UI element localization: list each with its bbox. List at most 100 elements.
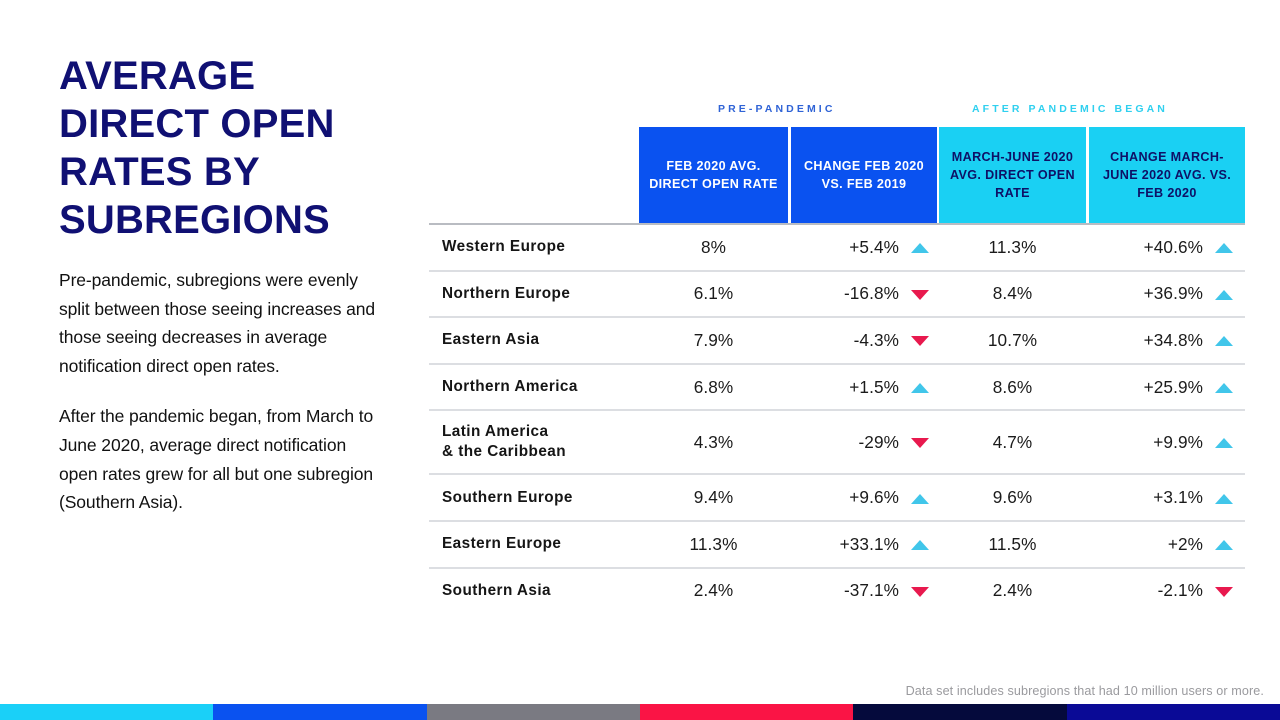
bar-segment-1 xyxy=(0,704,214,720)
row-label-line1: Eastern Europe xyxy=(442,535,562,553)
footnote: Data set includes subregions that had 10… xyxy=(905,684,1264,698)
cell-march-june-rate: 11.5% xyxy=(988,533,1037,554)
trend-down-icon xyxy=(911,336,929,347)
cell-change-feb: +9.6% xyxy=(791,475,937,520)
row-divider xyxy=(429,566,1245,569)
bar-segment-6 xyxy=(1066,704,1280,720)
trend-down-icon xyxy=(911,438,929,449)
cell-march-june-rate: 9.6% xyxy=(992,487,1033,508)
row-label-line1: Western Europe xyxy=(442,238,566,256)
row-label: Western Europe xyxy=(442,225,642,270)
row-label: Southern Asia xyxy=(442,569,642,614)
row-label-line1: Southern Asia xyxy=(442,581,551,599)
cell-change-feb: +1.5% xyxy=(791,365,937,410)
paragraph-2: After the pandemic began, from March to … xyxy=(59,406,374,513)
row-label: Northern Europe xyxy=(442,272,642,317)
cell-march-june-rate: 10.7% xyxy=(987,329,1038,350)
cell-change-march-value: +2% xyxy=(1167,533,1203,554)
table-row: Northern Europe 6.1% -16.8% 8.4% +36.9% xyxy=(429,272,1245,317)
table-row: Southern Asia 2.4% -37.1% 2.4% -2.1% xyxy=(429,569,1245,614)
left-column: AVERAGE DIRECT OPEN RATES BY SUBREGIONS … xyxy=(59,52,409,517)
bar-segment-4 xyxy=(639,704,854,720)
table-header-divider xyxy=(429,223,1245,225)
cell-march-june-rate: 8.6% xyxy=(992,376,1033,397)
trend-up-icon xyxy=(911,540,929,551)
data-table: PRE-PANDEMIC AFTER PANDEMIC BEGAN FEB 20… xyxy=(429,103,1245,613)
trend-up-icon xyxy=(1215,336,1233,347)
table-row: Latin America & the Caribbean 4.3% -29% … xyxy=(429,411,1245,473)
cell-change-feb-value: +33.1% xyxy=(839,533,899,554)
bottom-color-bar xyxy=(0,704,1280,720)
cell-feb-2020-rate: 6.1% xyxy=(693,283,734,304)
cell-change-feb-value: +5.4% xyxy=(849,236,899,257)
cell-change-feb: -16.8% xyxy=(791,272,937,317)
cell-change-feb-value: -16.8% xyxy=(843,283,899,304)
cell-feb-2020-rate: 2.4% xyxy=(693,580,734,601)
cell-change-feb: -37.1% xyxy=(791,569,937,614)
table-row: Northern America 6.8% +1.5% 8.6% +25.9% xyxy=(429,365,1245,410)
cell-change-march: +36.9% xyxy=(1089,272,1245,317)
cell-change-march: -2.1% xyxy=(1089,569,1245,614)
trend-down-icon xyxy=(911,586,929,597)
cell-change-march-value: +34.8% xyxy=(1143,329,1203,350)
cell-feb-2020-rate: 4.3% xyxy=(693,431,734,452)
row-label: Eastern Europe xyxy=(442,522,642,567)
column-header-change-feb-2020-vs-feb-2019: CHANGE FEB 2020 VS. FEB 2019 xyxy=(791,127,937,223)
cell-change-feb-value: +9.6% xyxy=(849,487,899,508)
cell-change-feb: +33.1% xyxy=(791,522,937,567)
row-label-line1: Eastern Asia xyxy=(442,331,540,349)
cell-feb-2020-rate: 6.8% xyxy=(693,376,734,397)
cell-change-march-value: -2.1% xyxy=(1157,580,1203,601)
cell-change-feb-value: +1.5% xyxy=(849,376,899,397)
paragraph-1: Pre-pandemic, subregions were evenly spl… xyxy=(59,270,376,376)
cell-change-march-value: +3.1% xyxy=(1153,487,1203,508)
table-row: Eastern Europe 11.3% +33.1% 11.5% +2% xyxy=(429,522,1245,567)
row-label-line2: & the Caribbean xyxy=(442,443,567,461)
cell-change-march-value: +9.9% xyxy=(1153,431,1203,452)
column-header-march-june-2020-rate: MARCH-JUNE 2020 AVG. DIRECT OPEN RATE xyxy=(939,127,1086,223)
column-header-feb-2020-rate: FEB 2020 AVG. DIRECT OPEN RATE xyxy=(639,127,788,223)
cell-change-march-value: +40.6% xyxy=(1143,236,1203,257)
cell-change-feb-value: -29% xyxy=(858,431,899,452)
cell-change-feb-value: -37.1% xyxy=(843,580,899,601)
trend-down-icon xyxy=(1215,586,1233,597)
group-label-after-pandemic: AFTER PANDEMIC BEGAN xyxy=(972,103,1168,115)
trend-up-icon xyxy=(1215,438,1233,449)
bar-segment-3 xyxy=(426,704,640,720)
bar-segment-5 xyxy=(853,704,1067,720)
cell-march-june-rate: 4.7% xyxy=(992,431,1033,452)
row-label-line1: Northern Europe xyxy=(442,284,571,302)
trend-up-icon xyxy=(911,243,929,254)
row-divider xyxy=(429,316,1245,319)
table-header-row: FEB 2020 AVG. DIRECT OPEN RATE CHANGE FE… xyxy=(429,127,1245,223)
group-label-pre-pandemic: PRE-PANDEMIC xyxy=(718,103,836,115)
row-label-line1: Latin America xyxy=(442,423,549,441)
row-divider xyxy=(429,269,1245,272)
cell-change-feb: +5.4% xyxy=(791,225,937,270)
trend-up-icon xyxy=(911,383,929,394)
cell-change-march-value: +36.9% xyxy=(1143,283,1203,304)
cell-feb-2020-rate: 9.4% xyxy=(693,487,734,508)
table-group-labels: PRE-PANDEMIC AFTER PANDEMIC BEGAN xyxy=(429,103,1245,127)
bar-segment-2 xyxy=(213,704,427,720)
trend-up-icon xyxy=(1215,540,1233,551)
trend-up-icon xyxy=(911,493,929,504)
cell-change-march: +40.6% xyxy=(1089,225,1245,270)
table-row: Southern Europe 9.4% +9.6% 9.6% +3.1% xyxy=(429,475,1245,520)
trend-up-icon xyxy=(1215,289,1233,300)
cell-change-feb: -29% xyxy=(791,411,937,473)
cell-change-march: +9.9% xyxy=(1089,411,1245,473)
row-label: Eastern Asia xyxy=(442,318,642,363)
cell-feb-2020-rate: 11.3% xyxy=(689,533,738,554)
cell-change-march: +2% xyxy=(1089,522,1245,567)
trend-up-icon xyxy=(1215,243,1233,254)
cell-march-june-rate: 2.4% xyxy=(992,580,1033,601)
cell-feb-2020-rate: 7.9% xyxy=(693,329,734,350)
cell-change-march: +25.9% xyxy=(1089,365,1245,410)
cell-change-feb: -4.3% xyxy=(791,318,937,363)
cell-march-june-rate: 8.4% xyxy=(992,283,1033,304)
cell-march-june-rate: 11.3% xyxy=(988,236,1037,257)
row-divider xyxy=(429,362,1245,365)
cell-change-march-value: +25.9% xyxy=(1143,376,1203,397)
